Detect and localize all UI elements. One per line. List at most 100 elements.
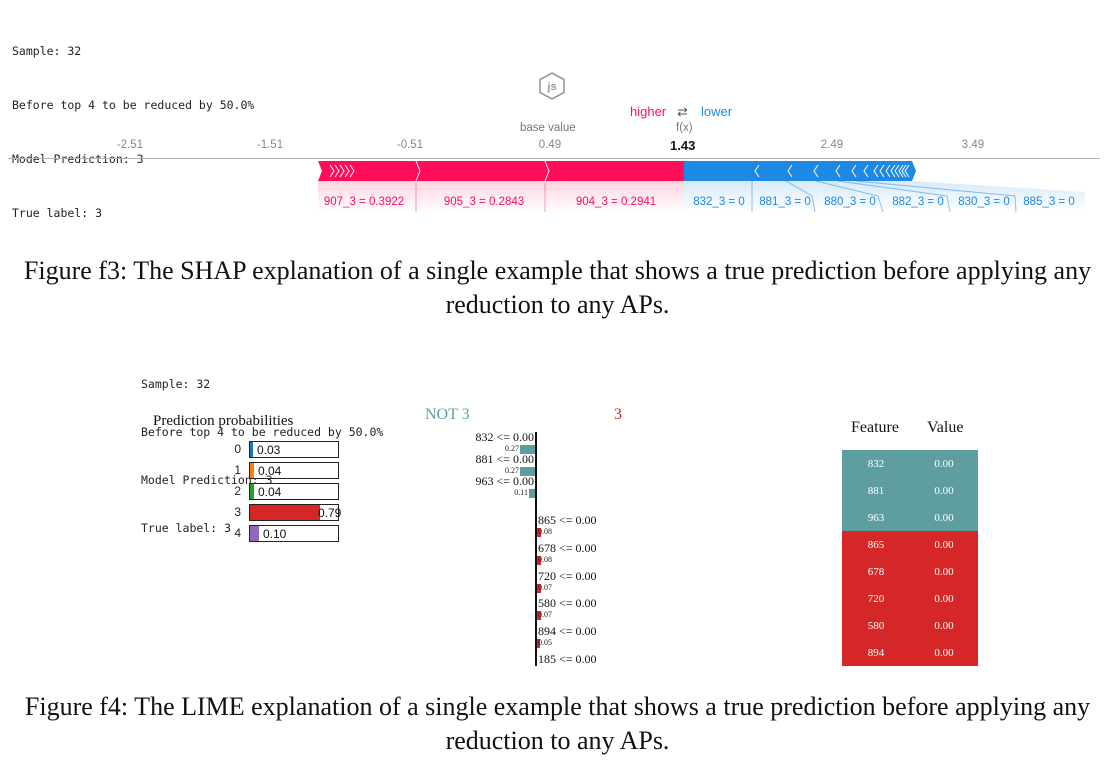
probability-bar [250, 463, 254, 478]
pos-bar-sep [415, 160, 421, 182]
lime-feature-label: 580 <= 0.00 [538, 596, 597, 611]
neg-bar [684, 161, 916, 181]
class-label: 3 [614, 406, 622, 423]
probability-value: 0.04 [258, 464, 282, 478]
higher-label: higher [630, 104, 667, 119]
probability-value: 0.04 [258, 485, 282, 499]
probability-class: 0 [234, 442, 241, 456]
probability-bar-box: 0.03 [249, 441, 339, 458]
shap-feature-label: 880_3 = 0 [824, 196, 876, 208]
shap-feature-label: 907_3 = 0.3922 [323, 196, 405, 208]
lime-meta-line: True label: 3 [141, 521, 232, 535]
shap-feature-label: 905_3 = 0.2843 [443, 196, 525, 208]
probability-class: 4 [234, 526, 241, 540]
lime-center-axis [535, 432, 537, 666]
table-cell-feature: 881 [867, 484, 885, 497]
table-cell-feature: 580 [867, 619, 885, 632]
lime-weight-value: 0.27 [505, 444, 519, 453]
lime-weight-bar [537, 611, 541, 621]
table-cell-value: 0.00 [934, 592, 954, 605]
shap-meta-line: True label: 3 [12, 206, 103, 220]
axis-tick: -1.51 [256, 139, 284, 151]
probability-value: 0.10 [263, 527, 287, 541]
neg-label-connectors [751, 180, 1017, 213]
pos-bar [318, 161, 684, 181]
lime-weight-value: 0.27 [505, 466, 519, 475]
lime-weight-bar [537, 555, 541, 565]
table-row: 881 0.00 [842, 477, 978, 504]
base-value-label: base value [520, 122, 576, 134]
svg-text:js: js [546, 81, 556, 93]
probability-bar [250, 526, 259, 541]
probability-class: 2 [234, 484, 241, 498]
lime-weight-value: 0.07 [538, 610, 552, 620]
table-row: 580 0.00 [842, 612, 978, 639]
lime-feature-label: 185 <= 0.00 [538, 652, 597, 666]
probability-bar-box: 0.10 [249, 525, 339, 542]
table-cell-value: 0.00 [934, 538, 954, 551]
prediction-probabilities-title: Prediction probabilities [153, 413, 294, 429]
lime-weight-bar [520, 467, 535, 476]
table-row: 963 0.00 [842, 504, 978, 531]
table-cell-feature: 832 [867, 457, 885, 470]
neg-label-fan [684, 181, 1085, 212]
probability-class: 3 [234, 505, 241, 519]
table-row: 832 0.00 [842, 450, 978, 477]
feature-value-table: 832 0.00 881 0.00 963 0.00 865 0.00 678 0.00 720 0.… [842, 450, 978, 666]
lime-feature-label: 963 <= 0.00 [475, 474, 534, 488]
probability-bar-box: 0.04 [249, 483, 339, 500]
lime-weight-value: 0.07 [538, 582, 552, 592]
table-row: 720 0.00 [842, 585, 978, 612]
lime-weight-bar [537, 639, 540, 649]
swap-arrows-icon: ⇄ [677, 104, 688, 119]
js-icon: js [539, 72, 565, 100]
table-cell-feature: 678 [867, 565, 885, 578]
shap-feature-label: 904_3 = 0.2941 [575, 196, 657, 208]
table-cell-value: 0.00 [934, 511, 954, 524]
axis-tick: 3.49 [961, 139, 985, 151]
shap-feature-label: 882_3 = 0 [892, 196, 944, 208]
lime-feature-label: 894 <= 0.00 [538, 624, 597, 639]
probability-value: 0.03 [257, 443, 281, 457]
table-row: 865 0.00 [842, 531, 978, 558]
shap-feature-label: 885_3 = 0 [1023, 196, 1075, 208]
table-row: 894 0.00 [842, 639, 978, 666]
table-cell-value: 0.00 [934, 457, 954, 470]
table-cell-feature: 865 [867, 538, 885, 551]
lime-weight-value: 0.05 [538, 638, 552, 648]
table-cell-value: 0.00 [934, 619, 954, 632]
shap-meta: Sample: 32 Before top 4 to be reduced by… [12, 6, 254, 240]
probability-class: 1 [234, 463, 241, 477]
lime-meta: Sample: 32 Before top 4 to be reduced by… [141, 344, 383, 552]
not-class-label: NOT 3 [425, 406, 470, 423]
axis-tick: 0.49 [538, 139, 562, 151]
lime-weight-bar [529, 489, 535, 498]
fx-label: f(x) [676, 122, 693, 134]
table-header-feature: Feature [851, 419, 899, 436]
probability-value: 0.79 [318, 506, 342, 520]
lime-feature-label: 832 <= 0.00 [475, 430, 534, 444]
lime-meta-line: Before top 4 to be reduced by 50.0% [141, 425, 384, 439]
shap-feature-label: 881_3 = 0 [759, 196, 811, 208]
lime-meta-line: Model Prediction: 3 [141, 473, 273, 487]
probability-bar [250, 505, 320, 520]
lime-feature-label: 720 <= 0.00 [538, 568, 597, 583]
table-cell-value: 0.00 [934, 646, 954, 659]
probability-bar [250, 484, 254, 499]
lime-weight-bar [520, 445, 535, 454]
shap-feature-label: 832_3 = 0 [693, 196, 745, 208]
neg-bar-arrows [754, 164, 910, 178]
shap-feature-label: 830_3 = 0 [958, 196, 1010, 208]
table-cell-feature: 894 [867, 646, 885, 659]
lime-weight-bar [537, 583, 541, 593]
table-cell-value: 0.00 [934, 565, 954, 578]
lime-feature-label: 865 <= 0.00 [538, 513, 597, 527]
lower-label: lower [701, 104, 733, 119]
shap-meta-line: Model Prediction: 3 [12, 152, 144, 166]
probability-bar-box: 0.79 [249, 504, 342, 521]
table-row: 678 0.00 [842, 558, 978, 585]
lime-feature-label: 881 <= 0.00 [475, 452, 534, 466]
table-header-value: Value [927, 419, 964, 436]
lime-weight-value: 0.08 [538, 527, 552, 536]
probability-bar [250, 442, 253, 457]
